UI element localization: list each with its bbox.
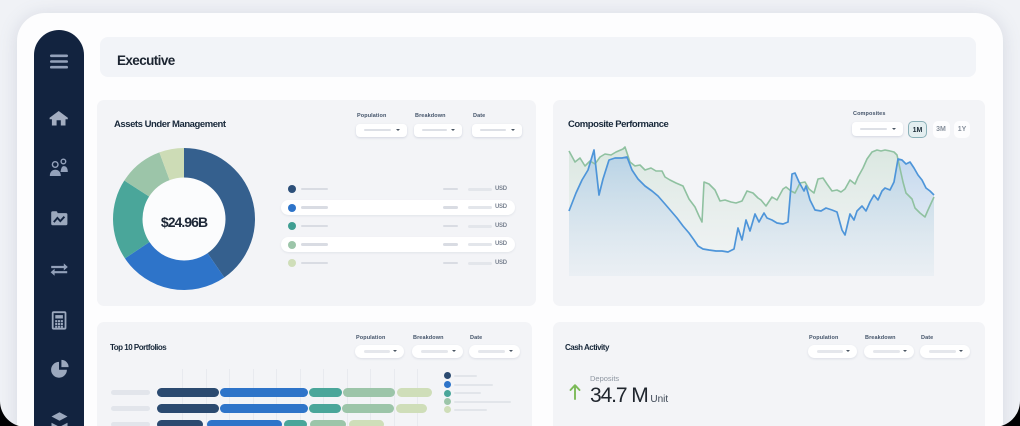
svg-text:$24.96B: $24.96B: [161, 214, 208, 230]
